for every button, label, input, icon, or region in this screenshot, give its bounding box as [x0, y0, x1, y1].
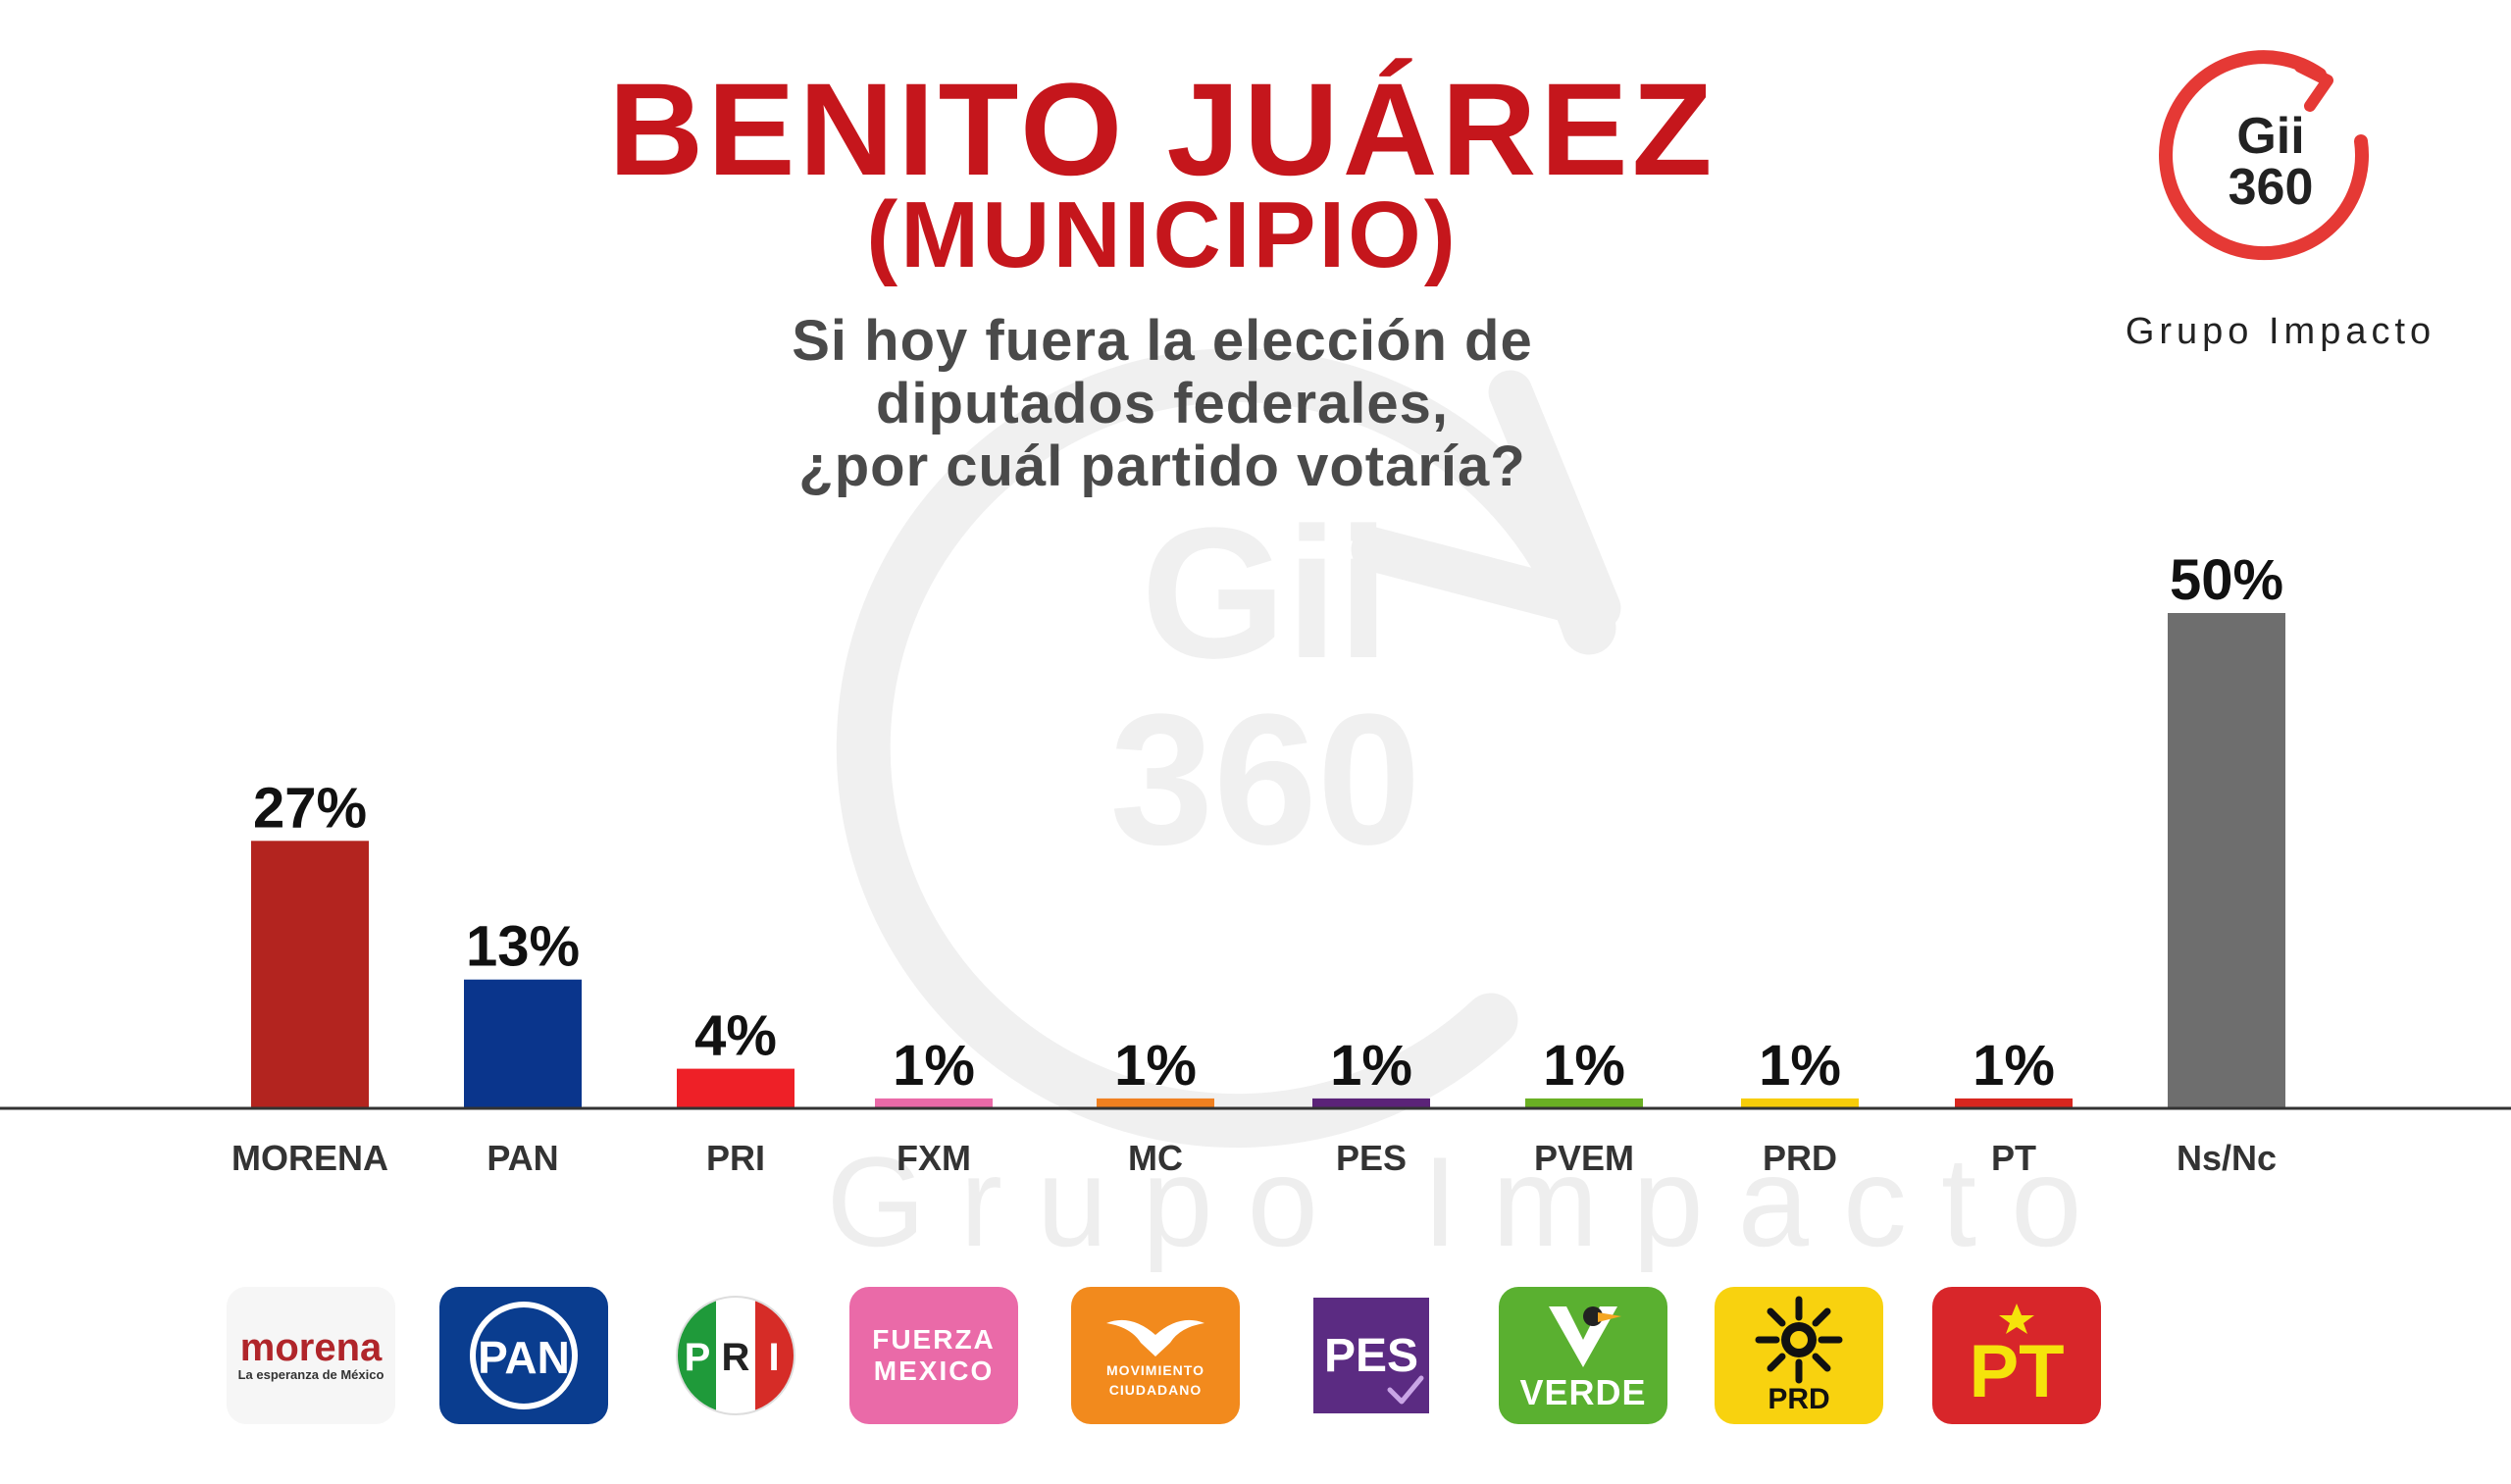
svg-text:I: I [768, 1336, 779, 1379]
question-line: ¿por cuál partido votaría? [798, 435, 1526, 498]
brand-logo-line1: Gii [2236, 108, 2304, 165]
category-label: FXM [897, 1138, 971, 1178]
morena-logo-tagline: La esperanza de México [237, 1367, 384, 1382]
category-label: PT [1991, 1138, 2036, 1178]
svg-text:R: R [722, 1336, 750, 1379]
prd-logo-icon: PRD [1715, 1287, 1883, 1424]
value-label: 27% [253, 776, 367, 840]
bar-fxm [875, 1098, 993, 1108]
watermark-gii: Gii [1141, 489, 1389, 697]
prd-sun-icon [1755, 1296, 1843, 1384]
category-labels-group: MORENA PAN PRI FXM MC PES PVEM PRD PT Ns/Nc [231, 1138, 2277, 1178]
category-label: PAN [487, 1138, 558, 1178]
svg-text:P: P [685, 1336, 711, 1379]
category-label: MORENA [231, 1138, 388, 1178]
pan-logo-icon: PAN [439, 1287, 608, 1424]
question-line: Si hoy fuera la elección de [792, 309, 1533, 373]
fuerza-mexico-logo-icon: FUERZA MEXICO [849, 1287, 1018, 1424]
value-label: 1% [1330, 1034, 1412, 1098]
mc-logo-line1: MOVIMIENTO [1106, 1362, 1204, 1378]
fxm-logo-line2: MEXICO [873, 1356, 995, 1386]
watermark-ring-icon [836, 348, 1621, 1149]
bar-pt [1955, 1098, 2073, 1108]
value-label: 50% [2170, 548, 2283, 612]
page-subtitle: (MUNICIPIO) [866, 182, 1459, 287]
page-title: BENITO JUÁREZ [608, 57, 1717, 203]
pri-logo-icon: P R I [651, 1287, 820, 1424]
category-label: PRD [1763, 1138, 1837, 1178]
toucan-icon [1549, 1306, 1621, 1367]
pri-logo-mark: P R I [676, 1296, 795, 1415]
pt-logo-text: PT [1969, 1330, 2065, 1413]
bar-pvem [1525, 1098, 1643, 1108]
survey-question: Si hoy fuera la elección de diputados fe… [0, 310, 2325, 498]
value-label: 1% [1973, 1034, 2055, 1098]
pes-logo-text: PES [1323, 1329, 1419, 1382]
party-logos-row: morena La esperanza de México PAN P R I … [0, 1287, 2511, 1434]
fxm-logo-line1: FUERZA [872, 1324, 996, 1355]
checkmark-icon [1387, 1375, 1424, 1405]
bar-ns-nc [2168, 613, 2285, 1108]
category-label: Ns/Nc [2177, 1138, 2277, 1178]
bars-group [251, 613, 2285, 1108]
question-line: diputados federales, [875, 372, 1450, 435]
value-label: 4% [694, 1004, 777, 1068]
value-label: 1% [1759, 1034, 1841, 1098]
value-labels-group: 27% 13% 4% 1% 1% 1% 1% 1% 1% 50% [253, 548, 2283, 1098]
category-label: PES [1336, 1138, 1407, 1178]
category-label: PRI [706, 1138, 765, 1178]
brand-logo-line2: 360 [2229, 159, 2314, 216]
pan-logo-text: PAN [478, 1332, 570, 1383]
bar-pes [1312, 1098, 1430, 1108]
value-label: 1% [893, 1034, 975, 1098]
bar-mc [1097, 1098, 1214, 1108]
value-label: 1% [1543, 1034, 1625, 1098]
prd-logo-text: PRD [1768, 1383, 1830, 1415]
mc-eagle-icon [1106, 1319, 1204, 1356]
brand-logo: Gii 360 Grupo Impacto [2075, 47, 2486, 352]
category-label: MC [1128, 1138, 1183, 1178]
pes-logo-icon: PES [1287, 1287, 1456, 1424]
mc-logo-line2: CIUDADANO [1108, 1382, 1203, 1398]
watermark-text: Grupo Impacto [826, 1130, 2117, 1273]
value-label: 13% [466, 915, 580, 979]
brand-name: Grupo Impacto [2125, 311, 2436, 352]
morena-logo-text: morena [239, 1326, 383, 1369]
verde-logo-text: VERDE [1519, 1372, 1647, 1412]
morena-logo-icon: morena La esperanza de México [227, 1287, 395, 1424]
bar-pri [677, 1068, 794, 1108]
bar-morena [251, 841, 369, 1108]
bar-prd [1741, 1098, 1859, 1108]
gii360-logo-icon: Gii 360 [2159, 50, 2369, 261]
category-label: PVEM [1534, 1138, 1634, 1178]
verde-logo-icon: VERDE [1499, 1287, 1667, 1424]
pt-logo-icon: PT [1932, 1287, 2101, 1424]
movimiento-ciudadano-logo-icon: MOVIMIENTO CIUDADANO [1071, 1287, 1240, 1424]
star-icon [1999, 1304, 2034, 1334]
pan-logo-mark: PAN [470, 1302, 578, 1409]
bar-pan [464, 979, 582, 1108]
value-label: 1% [1114, 1034, 1197, 1098]
watermark-360: 360 [1109, 676, 1420, 884]
